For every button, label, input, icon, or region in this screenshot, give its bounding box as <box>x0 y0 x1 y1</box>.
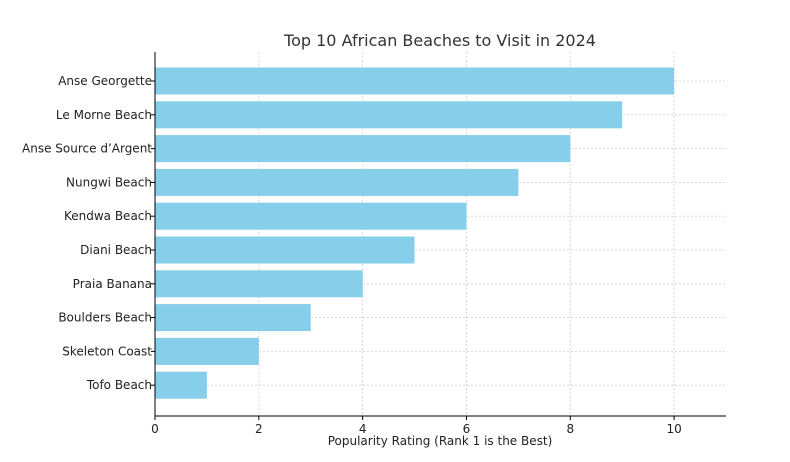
y-tick-label: Anse Source d’Argent <box>22 142 152 156</box>
bar <box>155 236 415 264</box>
bar <box>155 67 675 95</box>
bar <box>155 168 519 196</box>
x-tick-label: 8 <box>566 422 574 436</box>
x-tick-label: 4 <box>359 422 367 436</box>
y-tick-label: Anse Georgette <box>58 74 152 88</box>
y-tick-label: Skeleton Coast <box>62 344 152 358</box>
bars-layer <box>155 67 675 399</box>
bar <box>155 135 571 163</box>
labels-layer: 0 2 4 6 8 10 Anse Georgette Le Morne Beach Anse … <box>22 74 682 436</box>
bar <box>155 270 363 298</box>
x-axis-label: Popularity Rating (Rank 1 is the Best) <box>328 434 553 448</box>
bar <box>155 202 467 230</box>
bar <box>155 304 311 332</box>
y-tick-label: Nungwi Beach <box>66 175 152 189</box>
x-tick-label: 6 <box>463 422 471 436</box>
y-tick-label: Diani Beach <box>80 243 152 257</box>
y-tick-label: Le Morne Beach <box>56 108 152 122</box>
bar <box>155 337 259 365</box>
y-tick-label: Boulders Beach <box>58 311 152 325</box>
x-tick-label: 2 <box>255 422 263 436</box>
x-tick-label: 10 <box>666 422 681 436</box>
axes-layer <box>151 52 726 420</box>
x-tick-label: 0 <box>151 422 159 436</box>
y-tick-label: Praia Banana <box>73 277 152 291</box>
bar <box>155 371 207 399</box>
chart-title: Top 10 African Beaches to Visit in 2024 <box>283 31 596 50</box>
bar <box>155 101 623 129</box>
y-tick-label: Kendwa Beach <box>64 209 152 223</box>
y-tick-label: Tofo Beach <box>86 378 152 392</box>
